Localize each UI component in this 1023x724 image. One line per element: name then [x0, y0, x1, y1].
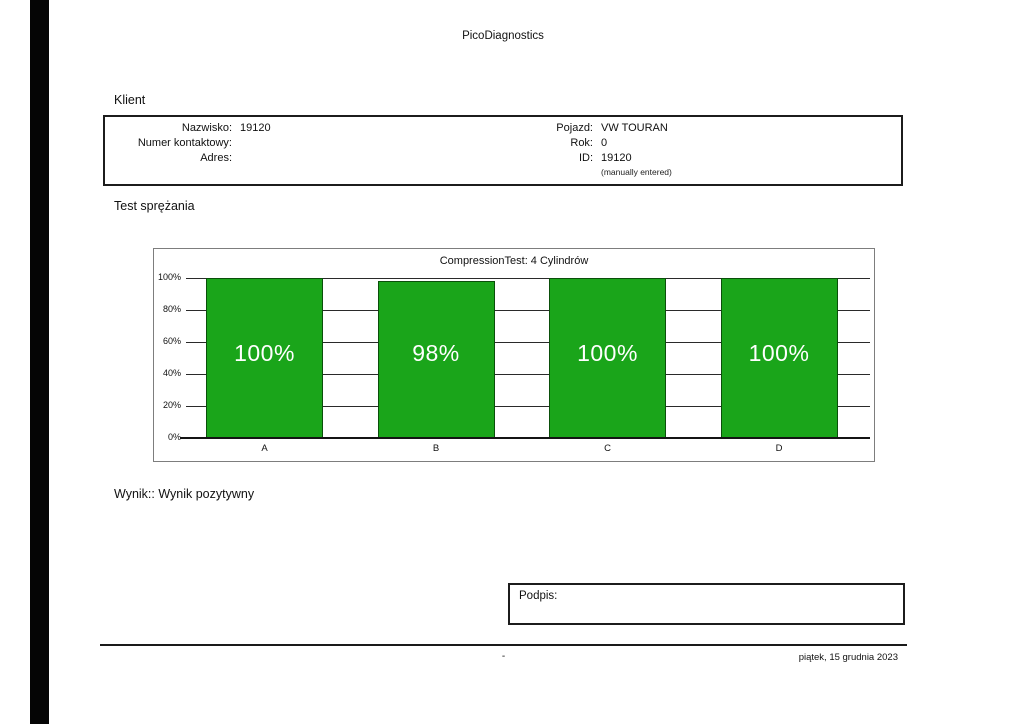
field-label: Numer kontaktowy: — [137, 137, 232, 149]
field-value: VW TOURAN — [601, 122, 668, 134]
field-value: 19120 — [601, 152, 632, 164]
field-label: ID: — [578, 152, 593, 164]
y-axis-tick-label: 100% — [157, 272, 181, 282]
gridline — [186, 310, 870, 311]
footer-divider — [100, 644, 907, 646]
signature-box: Podpis: — [508, 583, 905, 625]
x-axis-line — [180, 437, 870, 439]
bar-value-label: 100% — [234, 340, 295, 366]
field-row-nazwisko: Nazwisko: 19120 — [107, 121, 271, 136]
field-label: Adres: — [200, 152, 232, 164]
test-section-heading: Test sprężania — [114, 199, 195, 213]
client-fields-right: Pojazd: VW TOURAN Rok: 0 ID: 19120 (manu… — [468, 121, 672, 178]
compression-test-chart: CompressionTest: 4 Cylindrów 100% 80% 60% 4… — [153, 248, 875, 462]
field-row-pojazd: Pojazd: VW TOURAN — [468, 121, 672, 136]
x-axis-tick-label: D — [775, 443, 783, 454]
document-title: PicoDiagnostics — [462, 30, 544, 42]
field-label: Nazwisko: — [181, 122, 232, 134]
cylinder-bar-C — [549, 278, 666, 438]
bar-value-label: 100% — [748, 340, 810, 366]
field-label — [468, 166, 593, 178]
field-row-id: ID: 19120 — [468, 151, 672, 166]
footer-date: piątek, 15 grudnia 2023 — [798, 652, 898, 663]
footer-page-marker: - — [501, 651, 506, 662]
client-fields-left: Nazwisko: 19120 Numer kontaktowy: Adres: — [107, 121, 271, 166]
field-value: 19120 — [240, 122, 271, 134]
x-axis-tick-label: C — [604, 443, 611, 454]
field-label: Rok: — [570, 137, 593, 149]
manually-entered-note: (manually entered) — [601, 167, 672, 177]
y-axis-tick-label: 20% — [162, 400, 181, 410]
x-axis-tick-label: B — [432, 443, 440, 454]
x-axis-tick-label: A — [261, 443, 268, 454]
y-axis-tick-label: 60% — [162, 336, 181, 346]
bar-value-label: 100% — [577, 340, 638, 366]
field-row-numer-kontaktowy: Numer kontaktowy: — [107, 136, 271, 151]
client-section-heading: Klient — [114, 93, 146, 107]
y-axis-tick-label: 80% — [162, 304, 181, 314]
signature-label: Podpis: — [519, 590, 558, 602]
y-axis-tick-label: 40% — [162, 368, 181, 378]
field-row-note: (manually entered) — [468, 166, 672, 178]
gridline — [186, 278, 870, 279]
client-info-box: Nazwisko: 19120 Numer kontaktowy: Adres:… — [103, 115, 903, 186]
field-row-rok: Rok: 0 — [468, 136, 672, 151]
chart-plot-area: 100% 80% 60% 40% 20% 0% 100% A 98% B 100% C 100% D — [158, 272, 870, 454]
gridline — [186, 406, 870, 407]
gridline — [186, 374, 870, 375]
scan-artifact-bar — [30, 0, 49, 724]
result-text: Wynik:: Wynik pozytywny — [114, 487, 255, 501]
field-value: 0 — [601, 137, 608, 149]
cylinder-bar-A — [206, 278, 323, 438]
field-label: Pojazd: — [556, 122, 593, 134]
y-axis-tick-label: 0% — [167, 432, 181, 442]
chart-title: CompressionTest: 4 Cylindrów — [439, 255, 589, 267]
bar-value-label: 98% — [412, 340, 460, 366]
cylinder-bar-D — [720, 278, 838, 438]
gridline — [186, 342, 870, 343]
field-row-adres: Adres: — [107, 151, 271, 166]
